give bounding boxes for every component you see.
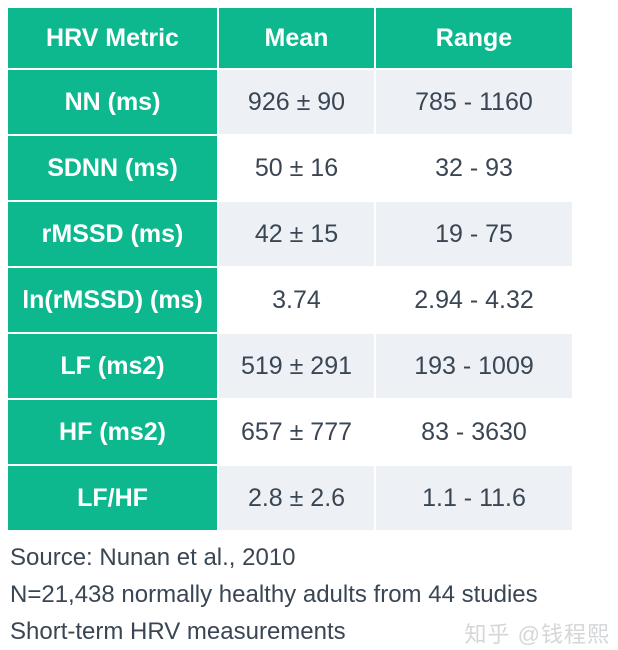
metric-label: ln(rMSSD) (ms)	[8, 268, 217, 332]
column-header-mean: Mean	[219, 8, 374, 68]
range-value: 193 - 1009	[376, 334, 572, 398]
table-row-lf-hf: LF/HF 2.8 ± 2.6 1.1 - 11.6	[8, 466, 572, 530]
range-value: 785 - 1160	[376, 70, 572, 134]
range-value: 2.94 - 4.32	[376, 268, 572, 332]
metric-label: LF/HF	[8, 466, 217, 530]
column-header-range: Range	[376, 8, 572, 68]
population-note: N=21,438 normally healthy adults from 44…	[10, 581, 538, 608]
zhihu-watermark: 知乎 @钱程熙	[464, 622, 610, 647]
mean-value: 2.8 ± 2.6	[219, 466, 374, 530]
metric-label: LF (ms2)	[8, 334, 217, 398]
range-value: 83 - 3630	[376, 400, 572, 464]
range-value: 32 - 93	[376, 136, 572, 200]
range-value: 1.1 - 11.6	[376, 466, 572, 530]
range-value: 19 - 75	[376, 202, 572, 266]
mean-value: 519 ± 291	[219, 334, 374, 398]
metric-label: rMSSD (ms)	[8, 202, 217, 266]
mean-value: 50 ± 16	[219, 136, 374, 200]
metric-label: HF (ms2)	[8, 400, 217, 464]
measurement-note: Short-term HRV measurements	[10, 618, 346, 645]
header-row: HRV Metric Mean Range	[8, 8, 572, 68]
source-note: Source: Nunan et al., 2010	[10, 544, 296, 571]
mean-value: 42 ± 15	[219, 202, 374, 266]
mean-value: 3.74	[219, 268, 374, 332]
hrv-table-page: HRV Metric Mean Range NN (ms) 926 ± 90 7…	[0, 6, 618, 650]
column-header-metric: HRV Metric	[8, 8, 217, 68]
table-row-nn: NN (ms) 926 ± 90 785 - 1160	[8, 70, 572, 134]
hrv-metrics-table: HRV Metric Mean Range NN (ms) 926 ± 90 7…	[6, 6, 574, 532]
mean-value: 657 ± 777	[219, 400, 374, 464]
table-footnotes: Source: Nunan et al., 2010 N=21,438 norm…	[10, 539, 610, 650]
table-row-ln-rmssd: ln(rMSSD) (ms) 3.74 2.94 - 4.32	[8, 268, 572, 332]
table-row-hf: HF (ms2) 657 ± 777 83 - 3630	[8, 400, 572, 464]
table-row-sdnn: SDNN (ms) 50 ± 16 32 - 93	[8, 136, 572, 200]
metric-label: NN (ms)	[8, 70, 217, 134]
metric-label: SDNN (ms)	[8, 136, 217, 200]
table-row-lf: LF (ms2) 519 ± 291 193 - 1009	[8, 334, 572, 398]
mean-value: 926 ± 90	[219, 70, 374, 134]
table-row-rmssd: rMSSD (ms) 42 ± 15 19 - 75	[8, 202, 572, 266]
